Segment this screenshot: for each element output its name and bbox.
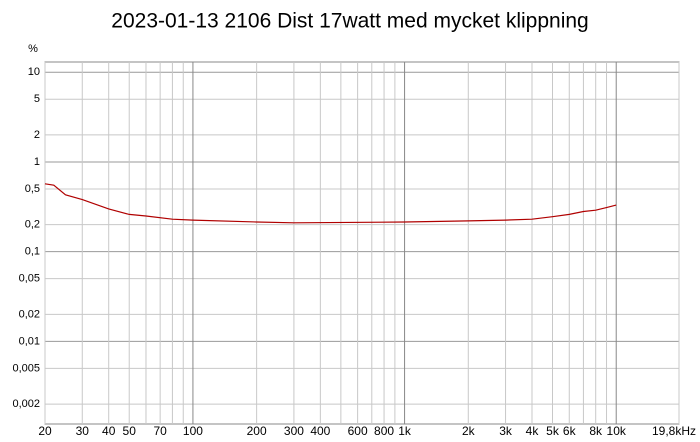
- x-tick-label: 200: [247, 424, 267, 438]
- y-tick-label: 0,005: [12, 362, 40, 374]
- x-tick-label: 300: [284, 424, 304, 438]
- y-tick-label: 10: [28, 66, 40, 78]
- y-tick-label: 2: [34, 129, 40, 141]
- x-tick-label: 20: [38, 424, 52, 438]
- x-tick-label: 50: [123, 424, 137, 438]
- x-tick-label: 8k: [589, 424, 603, 438]
- x-tick-label: 100: [183, 424, 203, 438]
- x-tick-label: 19,8kHz: [652, 424, 696, 438]
- x-tick-label: 400: [310, 424, 330, 438]
- x-tick-label: 40: [102, 424, 116, 438]
- y-axis-label: %: [28, 43, 38, 55]
- y-tick-label: 0,1: [25, 246, 40, 258]
- y-tick-label: 1: [34, 156, 40, 168]
- x-tick-label: 6k: [563, 424, 577, 438]
- x-tick-label: 5k: [546, 424, 560, 438]
- data-line: [44, 183, 617, 224]
- y-tick-label: 0,02: [19, 308, 40, 320]
- x-tick-label: 30: [76, 424, 90, 438]
- x-tick-label: 600: [348, 424, 368, 438]
- x-tick-label: 70: [153, 424, 167, 438]
- y-tick-label: 0,002: [12, 398, 40, 410]
- y-tick-label: 0,2: [25, 219, 40, 231]
- plot-area: [44, 61, 680, 425]
- x-tick-label: 2k: [462, 424, 476, 438]
- x-tick-label: 4k: [526, 424, 540, 438]
- y-tick-label: 5: [34, 93, 40, 105]
- chart-title: 2023-01-13 2106 Dist 17watt med mycket k…: [111, 10, 588, 33]
- y-tick-label: 0,05: [19, 273, 40, 285]
- x-tick-label: 1k: [398, 424, 412, 438]
- y-tick-label: 0,5: [25, 183, 40, 195]
- x-tick-label: 10k: [607, 424, 627, 438]
- x-tick-label: 3k: [499, 424, 513, 438]
- y-tick-label: 0,01: [19, 335, 40, 347]
- x-tick-label: 800: [374, 424, 394, 438]
